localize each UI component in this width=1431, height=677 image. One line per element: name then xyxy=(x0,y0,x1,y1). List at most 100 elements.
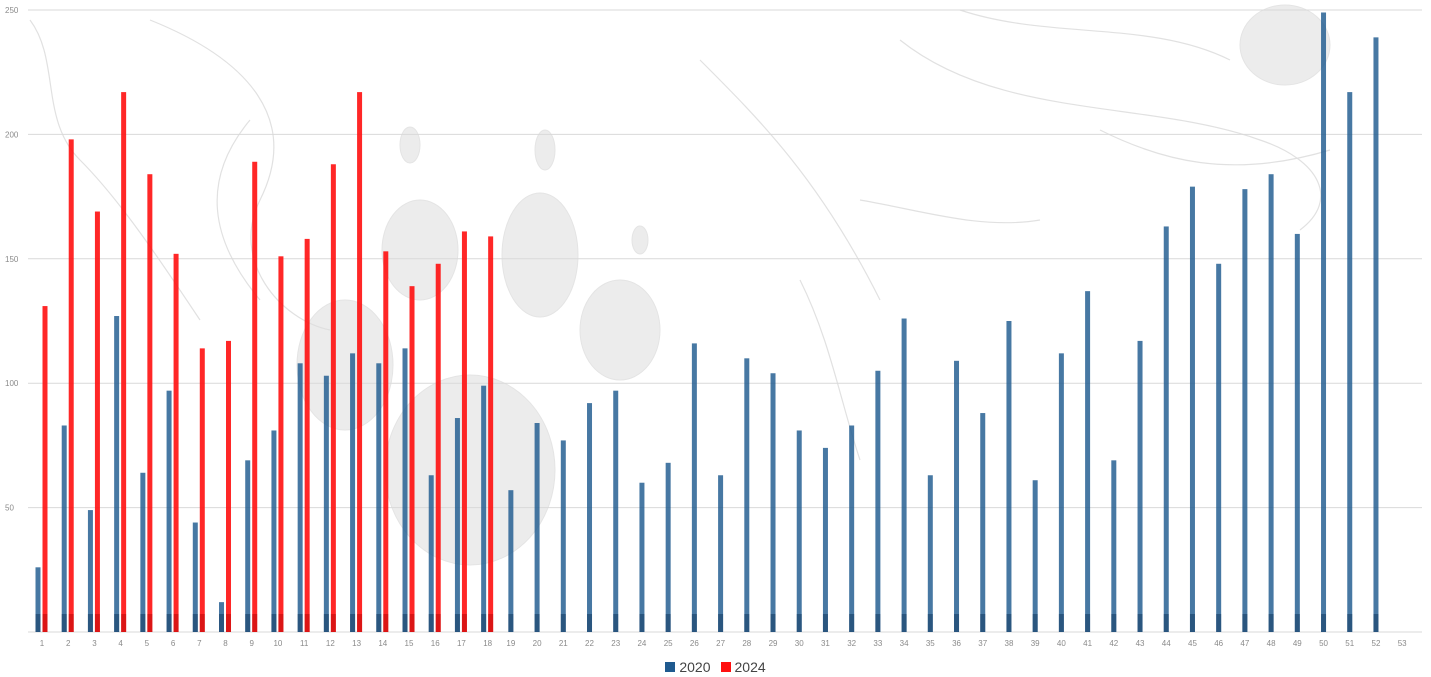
bar-base-2020-week-1 xyxy=(35,614,41,632)
bar-2020-week-49 xyxy=(1294,233,1300,633)
bar-2024-week-7 xyxy=(199,348,205,632)
bar-2020-week-48 xyxy=(1268,174,1274,632)
bar-2020-week-26 xyxy=(691,343,697,632)
gridlines xyxy=(28,9,1422,633)
x-tick-label: 49 xyxy=(1293,639,1302,648)
x-tick-label: 14 xyxy=(378,639,387,648)
bar-2020-week-37 xyxy=(980,413,986,632)
legend-label-2024: 2024 xyxy=(734,659,766,675)
x-tick-label: 19 xyxy=(506,639,515,648)
bar-base-2020-week-29 xyxy=(770,614,776,632)
bar-base-2024-week-15 xyxy=(409,614,415,632)
bar-base-2020-week-41 xyxy=(1085,614,1091,632)
bar-base-2020-week-22 xyxy=(587,614,593,632)
bar-2020-week-24 xyxy=(639,482,645,632)
bar-base-2020-week-13 xyxy=(350,614,356,632)
bar-base-2020-week-47 xyxy=(1242,614,1248,632)
bar-2020-week-36 xyxy=(954,360,960,632)
bars xyxy=(35,12,1379,633)
x-tick-label: 20 xyxy=(533,639,542,648)
bar-base-2020-week-38 xyxy=(1006,614,1012,632)
bar-base-2020-week-27 xyxy=(718,614,724,632)
x-tick-label: 34 xyxy=(900,639,909,648)
bar-2020-week-19 xyxy=(508,490,514,632)
bar-base-2020-week-30 xyxy=(796,614,802,632)
bar-base-2020-week-3 xyxy=(87,614,93,632)
bar-2020-week-45 xyxy=(1189,186,1195,632)
bar-base-2020-week-36 xyxy=(954,614,960,632)
bar-2020-week-43 xyxy=(1137,340,1143,632)
x-tick-label: 22 xyxy=(585,639,594,648)
bar-2020-week-28 xyxy=(744,358,750,632)
bar-2024-week-16 xyxy=(435,263,441,632)
bar-2024-week-8 xyxy=(226,340,232,632)
bar-2024-week-11 xyxy=(304,238,310,632)
legend-label-2020: 2020 xyxy=(679,659,711,675)
bar-base-2024-week-9 xyxy=(252,614,258,632)
legend-swatch-2020 xyxy=(665,662,676,672)
bar-base-2020-week-52 xyxy=(1373,614,1379,632)
x-tick-label: 29 xyxy=(769,639,778,648)
bar-base-2020-week-20 xyxy=(534,614,540,632)
bar-2020-week-51 xyxy=(1347,92,1353,632)
x-tick-label: 26 xyxy=(690,639,699,648)
bar-2024-week-4 xyxy=(121,92,127,632)
bar-base-2020-week-21 xyxy=(560,614,566,632)
x-tick-label: 17 xyxy=(457,639,466,648)
bar-base-2020-week-24 xyxy=(639,614,645,632)
x-tick-label: 40 xyxy=(1057,639,1066,648)
bar-2020-week-50 xyxy=(1321,12,1327,633)
bar-2020-week-22 xyxy=(587,403,593,632)
bar-base-2024-week-10 xyxy=(278,614,284,632)
x-tick-label: 5 xyxy=(145,639,150,648)
bar-base-2024-week-6 xyxy=(173,614,179,632)
x-tick-label: 48 xyxy=(1267,639,1276,648)
bar-base-2024-week-14 xyxy=(383,614,389,632)
bar-2020-week-18 xyxy=(481,385,487,632)
x-tick-label: 16 xyxy=(431,639,440,648)
bar-base-2020-week-17 xyxy=(454,614,460,632)
x-tick-label: 15 xyxy=(405,639,414,648)
bar-2020-week-16 xyxy=(428,475,434,632)
bar-2024-week-15 xyxy=(409,286,415,632)
bar-base-2020-week-49 xyxy=(1294,614,1300,632)
x-tick-label: 35 xyxy=(926,639,935,648)
bar-2024-week-2 xyxy=(68,139,74,632)
bar-base-2020-week-25 xyxy=(665,614,671,632)
bar-2020-week-6 xyxy=(166,390,172,632)
bar-2024-week-12 xyxy=(330,164,336,633)
bar-2020-week-52 xyxy=(1373,37,1379,633)
bar-base-2020-week-28 xyxy=(744,614,750,632)
x-tick-label: 33 xyxy=(873,639,882,648)
bar-base-2020-week-2 xyxy=(61,614,67,632)
bar-base-2024-week-18 xyxy=(488,614,494,632)
bar-base-2020-week-34 xyxy=(901,614,907,632)
x-tick-label: 13 xyxy=(352,639,361,648)
x-tick-label: 41 xyxy=(1083,639,1092,648)
bar-base-2020-week-50 xyxy=(1321,614,1327,632)
x-tick-label: 6 xyxy=(171,639,176,648)
bar-2020-week-27 xyxy=(718,475,724,632)
bar-2020-week-25 xyxy=(665,462,671,632)
bar-base-2020-week-4 xyxy=(114,614,120,632)
bar-2020-week-47 xyxy=(1242,189,1248,633)
bar-2024-week-18 xyxy=(488,236,494,632)
y-tick-label: 150 xyxy=(5,255,19,264)
bar-2020-week-42 xyxy=(1111,460,1117,632)
x-tick-label: 38 xyxy=(1005,639,1014,648)
bar-base-2020-week-12 xyxy=(323,614,329,632)
bar-2020-week-31 xyxy=(822,447,828,632)
bar-base-2024-week-7 xyxy=(199,614,205,632)
bar-2024-week-5 xyxy=(147,174,153,632)
bar-base-2024-week-8 xyxy=(226,614,232,632)
bar-base-2020-week-32 xyxy=(849,614,855,632)
legend-swatch-2024 xyxy=(720,662,731,672)
bar-base-2024-week-4 xyxy=(121,614,127,632)
bar-base-2024-week-17 xyxy=(461,614,467,632)
bar-2020-week-9 xyxy=(245,460,251,632)
y-tick-label: 100 xyxy=(5,379,19,388)
x-axis-ticks: 1 2 3 4 5 6 7 8 9 10 11 12 13 14 15 16 17 18 19 20 21 22 23 24 2… xyxy=(40,639,1407,648)
bar-2020-week-3 xyxy=(87,510,93,632)
x-tick-label: 37 xyxy=(978,639,987,648)
